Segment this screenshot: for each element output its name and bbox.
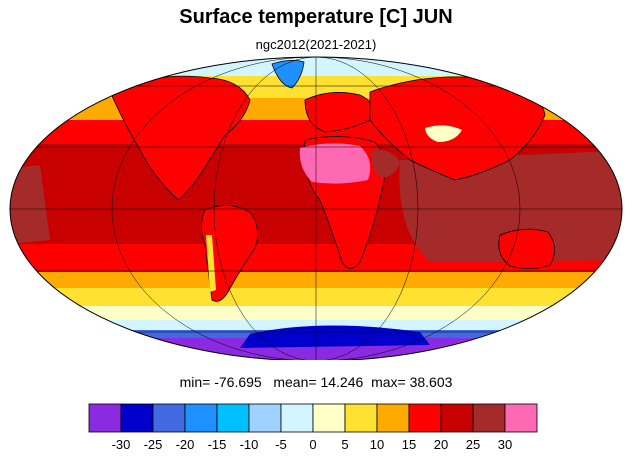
colorbar-box	[88, 403, 122, 433]
stat-min-label: min=	[179, 374, 211, 390]
world-temperature-map	[9, 56, 623, 360]
colorbar-box	[440, 403, 474, 433]
colorbar-box	[376, 403, 410, 433]
colorbar-box	[248, 403, 282, 433]
colorbar-box	[152, 403, 186, 433]
stat-max-label: max=	[371, 374, 406, 390]
landmass-north-america	[111, 75, 251, 201]
colorbar-box	[312, 403, 346, 433]
stat-min-value: -76.695	[214, 374, 262, 390]
meridian-120	[111, 57, 521, 360]
colorbar-box	[120, 403, 154, 433]
colorbar-tick-label: 10	[370, 437, 384, 452]
colorbar-tick-label: -10	[240, 437, 259, 452]
region-andes-cool	[206, 235, 216, 292]
page-subtitle: ngc2012(2021-2021)	[255, 37, 377, 52]
landmass-south-america	[201, 205, 258, 302]
meridian-60	[213, 57, 419, 360]
colorbar-box	[280, 403, 314, 433]
region-arabia-hot	[371, 149, 400, 178]
colorbar-tick-label: 15	[402, 437, 416, 452]
landmass-greenland	[271, 60, 305, 89]
colorbar-tick-label: 20	[434, 437, 448, 452]
stat-mean-label: mean=	[273, 374, 317, 390]
landmass-australia	[498, 228, 555, 270]
stat-mean-value: 14.246	[320, 374, 364, 390]
colorbar-box	[184, 403, 218, 433]
colorbar-box	[472, 403, 506, 433]
colorbar-box	[344, 403, 378, 433]
colorbar-tick-label: -30	[112, 437, 131, 452]
colorbar-tick-label: 25	[466, 437, 480, 452]
colorbar-tick-label: -15	[208, 437, 227, 452]
colorbar-tick-label: -5	[275, 437, 287, 452]
region-antarctica-interior	[240, 325, 430, 348]
colorbar-tick-label: 0	[309, 437, 316, 452]
region-sahara-extreme	[299, 143, 371, 184]
colorbar-tick-label: 5	[341, 437, 348, 452]
globe-outline	[9, 56, 623, 360]
colorbar-tick-label: 30	[498, 437, 512, 452]
colorbar-tick-label: -20	[176, 437, 195, 452]
colorbar-box	[504, 403, 538, 433]
colorbar-box	[408, 403, 442, 433]
colorbar-tick-label: -25	[144, 437, 163, 452]
region-tibet-cool	[425, 125, 462, 142]
colorbar-box	[216, 403, 250, 433]
stats-line: min= -76.695 mean= 14.246 max= 38.603	[0, 374, 632, 390]
page-title: Surface temperature [C] JUN	[179, 6, 453, 28]
stat-max-value: 38.603	[409, 374, 453, 390]
